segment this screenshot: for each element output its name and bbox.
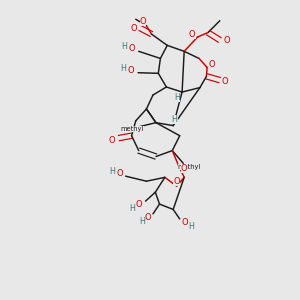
Text: O: O (222, 77, 229, 86)
Text: H: H (120, 64, 126, 73)
Text: H: H (110, 167, 116, 176)
Text: H: H (139, 217, 145, 226)
Text: O: O (181, 164, 187, 173)
Text: H: H (129, 204, 135, 213)
Text: O: O (208, 61, 215, 70)
Text: O: O (128, 66, 135, 75)
Text: O: O (117, 169, 124, 178)
Text: methyl: methyl (178, 164, 201, 170)
Text: O: O (129, 44, 136, 53)
Text: H: H (188, 222, 194, 231)
Text: O: O (130, 24, 137, 33)
Text: O: O (144, 213, 151, 222)
Text: O: O (182, 218, 188, 227)
Text: O: O (135, 200, 142, 209)
Text: H: H (174, 94, 180, 103)
Text: H: H (121, 42, 127, 51)
Text: O: O (173, 177, 180, 186)
Text: O: O (189, 30, 196, 39)
Text: O: O (140, 17, 146, 26)
Text: O: O (224, 35, 231, 44)
Text: O: O (109, 136, 115, 145)
Text: methyl: methyl (121, 126, 144, 132)
Text: H: H (172, 115, 178, 124)
